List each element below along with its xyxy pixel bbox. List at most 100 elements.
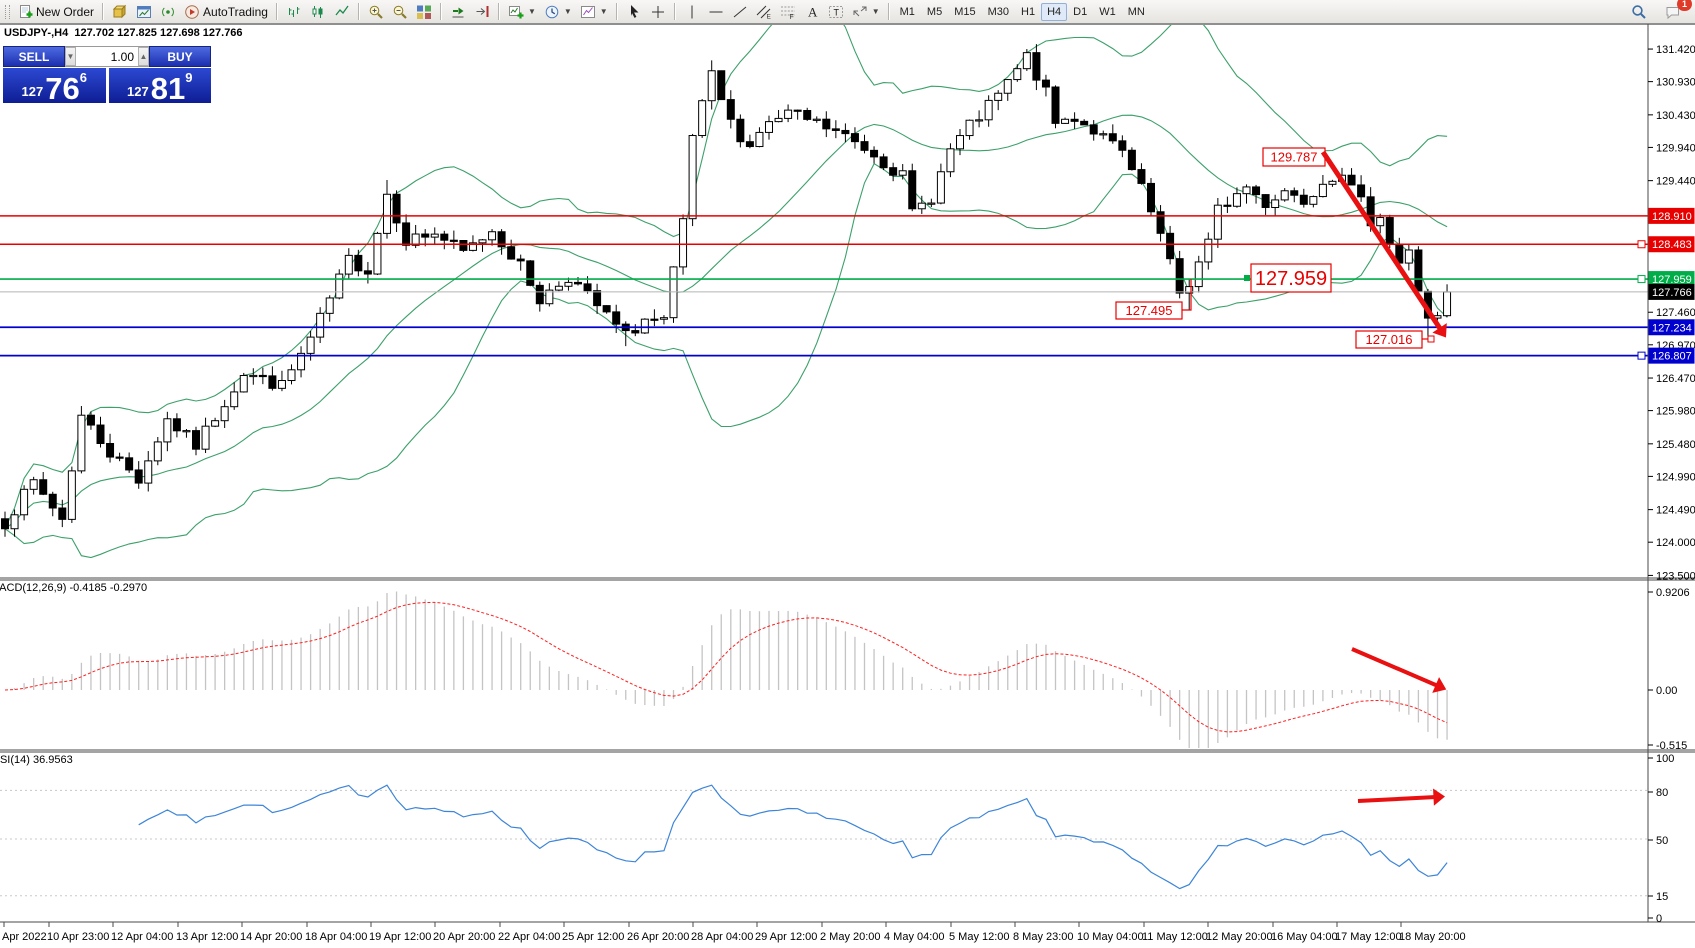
new-order-button[interactable]: New Order	[13, 1, 98, 23]
bar-chart-button[interactable]	[282, 1, 306, 23]
search-button[interactable]	[1627, 1, 1651, 23]
price-tick-label: 125.480	[1656, 439, 1695, 451]
autotrading-button-label: AutoTrading	[203, 4, 268, 19]
macd-pane	[4, 591, 1448, 748]
trend-arrow[interactable]	[1357, 788, 1445, 806]
label-T-icon: T	[828, 5, 843, 18]
time-axis-label: 16 May 04:00	[1271, 931, 1338, 943]
timeframe-m30-button[interactable]: M30	[987, 5, 1010, 18]
tile-windows-button[interactable]	[412, 1, 436, 23]
symbols-button[interactable]	[108, 1, 132, 23]
sell-price-display[interactable]: 127 76 6	[3, 68, 106, 104]
macd-indicator-label: MACD(12,26,9) -0.4185 -0.2970	[0, 582, 148, 594]
svg-text:127.495: 127.495	[1126, 303, 1173, 318]
annotation-127.959[interactable]: 127.959	[1244, 263, 1332, 293]
timeframe-m1-button[interactable]: M1	[899, 5, 915, 18]
svg-text:127.959: 127.959	[1255, 268, 1327, 290]
volume-control: ▼ ▲	[65, 46, 149, 67]
trend-arrow[interactable]	[1320, 150, 1447, 338]
svg-text:127.959: 127.959	[1652, 274, 1692, 286]
time-axis-label: 25 Apr 12:00	[562, 931, 624, 943]
chart-shift-button[interactable]	[470, 1, 494, 23]
trendline-button[interactable]	[728, 1, 752, 23]
price-tick-label: 125.980	[1656, 406, 1695, 418]
rsi-tick-label: 50	[1656, 835, 1668, 847]
autotrading-icon	[185, 4, 199, 19]
bollinger-middle-band	[4, 114, 1448, 530]
macd-tick-label: -0.515	[1656, 740, 1687, 752]
trend-arrow[interactable]	[1351, 647, 1447, 693]
buy-price-display[interactable]: 127 81 9	[108, 68, 211, 106]
price-chip-127.766: 127.766	[1648, 283, 1695, 300]
time-axis-label: 14 Apr 20:00	[240, 931, 302, 943]
timeframe-m15-button[interactable]: M15	[954, 5, 976, 18]
cursor-icon	[630, 4, 639, 18]
charts-window-button[interactable]	[132, 1, 156, 23]
tile-icon	[416, 5, 431, 19]
dropdown-caret-icon[interactable]: ▼	[599, 7, 608, 16]
zoom-out-button[interactable]	[388, 1, 412, 23]
volume-increase-button[interactable]: ▲	[138, 47, 149, 66]
hline-handle[interactable]	[1637, 240, 1646, 249]
cursor-button[interactable]	[622, 1, 646, 23]
horizontal-line-button[interactable]	[704, 1, 728, 23]
fibo-icon: F	[780, 6, 795, 20]
volume-decrease-button[interactable]: ▼	[65, 47, 76, 66]
timeframe-h4-button[interactable]: H4	[1041, 2, 1068, 21]
channel-icon: E	[756, 5, 771, 20]
auto-scroll-button[interactable]	[446, 1, 470, 23]
arrows-button[interactable]: ▼	[848, 1, 884, 23]
periods-button[interactable]: ▼	[540, 1, 576, 23]
time-axis-label: 5 May 12:00	[949, 931, 1010, 943]
toolbar-grip[interactable]	[5, 4, 10, 19]
vertical-line-button[interactable]	[680, 1, 704, 23]
annotation-127.016[interactable]: 127.016	[1355, 330, 1435, 349]
chart-candles-icon	[312, 5, 323, 18]
time-axis-label: 20 Apr 20:00	[433, 931, 495, 943]
time-axis-label: 22 Apr 04:00	[498, 931, 560, 943]
dropdown-caret-icon[interactable]: ▼	[527, 7, 536, 16]
dropdown-caret-icon[interactable]: ▼	[871, 7, 880, 16]
candlestick-chart-button[interactable]	[306, 1, 330, 23]
notifications-button[interactable]: 1	[1661, 0, 1692, 23]
indicators-button[interactable]: ▼	[504, 1, 540, 23]
timeframe-mn-button[interactable]: MN	[1127, 5, 1145, 18]
volume-input[interactable]	[76, 47, 138, 66]
price-chip-128.483: 128.483	[1648, 236, 1695, 253]
timeframe-m5-button[interactable]: M5	[926, 5, 943, 18]
crosshair-button[interactable]	[646, 1, 670, 23]
price-chip-128.910: 128.910	[1648, 207, 1695, 224]
svg-text:127.234: 127.234	[1652, 322, 1692, 334]
dropdown-caret-icon[interactable]: ▼	[563, 7, 572, 16]
line-chart-button[interactable]	[330, 1, 354, 23]
annotation-127.495[interactable]: 127.495	[1115, 279, 1192, 320]
timeframe-d1-button[interactable]: D1	[1073, 5, 1088, 18]
time-axis-label: 26 Apr 20:00	[627, 931, 689, 943]
templates-button[interactable]: ▼	[576, 1, 612, 23]
macd-tick-label: 0.00	[1656, 685, 1677, 697]
new-order-button-label: New Order	[36, 4, 95, 19]
text-label-button[interactable]: T	[824, 1, 848, 23]
signals-button[interactable]	[156, 1, 180, 23]
equidistant-channel-button[interactable]: E	[752, 1, 776, 23]
price-tick-label: 129.440	[1656, 176, 1695, 188]
svg-text:A: A	[808, 4, 818, 19]
sell-button[interactable]: SELL	[3, 46, 65, 67]
buy-price-main: 81	[150, 71, 186, 106]
timeframe-h1-button[interactable]: H1	[1021, 5, 1036, 18]
text-button[interactable]: A	[800, 1, 824, 23]
buy-button[interactable]: BUY	[149, 46, 211, 67]
hline-handle[interactable]	[1637, 351, 1646, 360]
svg-text:127.766: 127.766	[1652, 287, 1692, 299]
price-tick-label: 124.000	[1656, 537, 1695, 549]
timeframe-w1-button[interactable]: W1	[1099, 5, 1116, 18]
autotrading-button[interactable]: AutoTrading	[180, 1, 272, 23]
annotation-129.787[interactable]: 129.787	[1262, 147, 1326, 167]
zoom-in-button[interactable]	[364, 1, 388, 23]
fibonacci-button[interactable]: F	[776, 1, 800, 23]
time-axis-label: 13 Apr 12:00	[176, 931, 238, 943]
hline-handle[interactable]	[1637, 275, 1646, 284]
chart-line-icon	[335, 5, 349, 15]
time-axis-label: 12 May 20:00	[1206, 931, 1273, 943]
